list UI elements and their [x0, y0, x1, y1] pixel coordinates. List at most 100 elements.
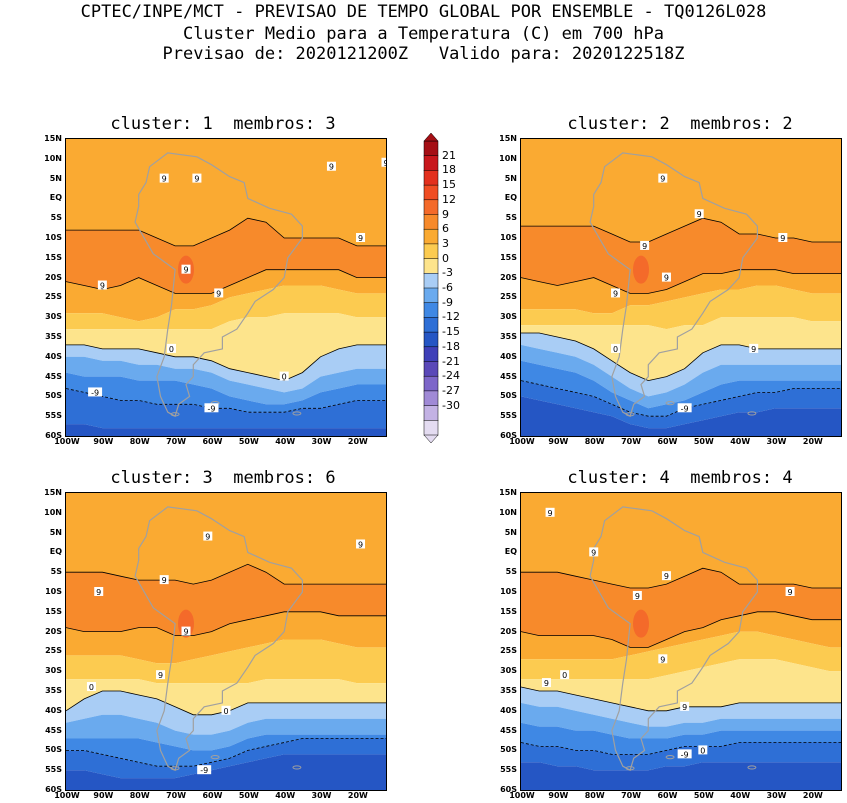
lat-tick-label: 30S [500, 312, 517, 322]
colorbar-label: -3 [442, 266, 453, 280]
lon-tick-label: 100W [509, 791, 535, 800]
temperature-band [66, 139, 386, 246]
contour-label: 9 [159, 173, 169, 184]
contour-label: 9 [541, 678, 551, 688]
lat-tick-label: 60S [500, 431, 517, 440]
colorbar-swatch [423, 375, 439, 392]
colorbar-swatch [423, 184, 439, 201]
svg-text:9: 9 [162, 175, 167, 184]
lat-tick-label: 55S [45, 765, 62, 775]
lon-tick-label: 50W [693, 437, 714, 446]
lat-tick-label: 25S [500, 292, 517, 302]
temperature-band [521, 493, 841, 588]
colorbar [423, 133, 439, 443]
svg-text:9: 9 [358, 234, 363, 243]
temperature-band [521, 396, 841, 436]
svg-text:0: 0 [89, 683, 94, 692]
lon-tick-label: 60W [657, 437, 678, 446]
contour-label: 0 [86, 682, 96, 692]
contour-label: -9 [677, 403, 692, 413]
lon-tick-label: 30W [766, 791, 787, 800]
lat-tick-label: 15S [45, 252, 62, 262]
colorbar-label: -9 [442, 295, 453, 309]
lon-tick-label: 80W [584, 791, 605, 800]
contour-line [66, 217, 386, 247]
lat-tick-label: 35S [500, 332, 517, 341]
lat-tick-label: 10N [499, 507, 517, 517]
svg-text:9: 9 [216, 289, 221, 298]
lat-tick-label: 45S [45, 725, 62, 735]
svg-text:9: 9 [205, 533, 210, 542]
lon-tick-label: 70W [621, 791, 642, 800]
temperature-band [66, 285, 386, 330]
colorbar-swatch [423, 258, 439, 274]
lon-tick-label: 90W [548, 791, 569, 800]
contour-label: 9 [661, 272, 671, 283]
colorbar-label: 21 [442, 148, 456, 162]
contour-label: 9 [680, 701, 690, 712]
temperature-band [66, 344, 386, 393]
island-outline [210, 755, 220, 760]
temperature-band [66, 269, 386, 322]
svg-text:9: 9 [660, 655, 665, 664]
svg-text:9: 9 [697, 210, 702, 219]
contour-label: 0 [698, 745, 708, 755]
lat-tick-label: 25S [45, 292, 62, 302]
contour-label: 9 [694, 209, 704, 219]
lat-tick-label: 5S [50, 567, 62, 577]
temperature-band [66, 679, 386, 715]
lon-tick-label: 60W [202, 791, 223, 800]
contour-label: -9 [197, 765, 212, 775]
lon-tick-label: 80W [584, 437, 605, 446]
contour-line [66, 388, 386, 413]
temperature-band [521, 344, 841, 409]
svg-text:9: 9 [183, 628, 188, 637]
temperature-band [521, 218, 841, 294]
contour-label: 9 [658, 173, 668, 184]
temperature-band [66, 714, 386, 751]
temperature-band [66, 639, 386, 684]
continent-outline [589, 152, 758, 418]
colorbar-swatch [423, 155, 439, 171]
temperature-band [521, 659, 841, 711]
svg-text:9: 9 [664, 274, 669, 283]
contour-label: -9 [88, 387, 103, 397]
temperature-band [66, 754, 386, 790]
svg-text:9: 9 [660, 175, 665, 184]
island-outline [665, 401, 675, 406]
contour-label: 9 [785, 587, 795, 597]
colorbar-label: -27 [442, 383, 460, 397]
lon-tick-label: 20W [802, 791, 823, 800]
svg-text:9: 9 [751, 345, 756, 354]
lon-tick-label: 100W [54, 437, 80, 446]
lat-tick-label: 10S [500, 587, 517, 596]
colorbar-label: -6 [442, 281, 453, 294]
svg-text:9: 9 [664, 572, 669, 581]
colorbar-label: 12 [442, 192, 456, 206]
lat-tick-label: EQ [504, 193, 517, 203]
colorbar-label: -30 [442, 398, 460, 412]
lat-tick-label: 30S [500, 666, 517, 676]
contour-label: 9 [214, 288, 224, 298]
contour-label: 9 [181, 264, 191, 275]
svg-text:9: 9 [358, 540, 363, 549]
contour-label: -9 [204, 403, 219, 413]
lat-tick-label: 45S [45, 371, 62, 381]
temperature-band [66, 313, 386, 381]
lon-tick-label: 70W [166, 791, 187, 800]
temperature-band [66, 734, 386, 767]
contour-label: 9 [778, 233, 788, 243]
contour-label: 9 [192, 173, 202, 184]
svg-text:-9: -9 [200, 766, 208, 775]
colorbar-arrow-bottom [423, 434, 439, 443]
contour-label: 9 [661, 571, 671, 581]
temperature-band [521, 317, 841, 381]
lat-tick-label: EQ [504, 547, 517, 557]
colorbar-label: 6 [442, 222, 449, 236]
lon-tick-label: 100W [54, 791, 80, 800]
lon-tick-label: 80W [129, 791, 150, 800]
continent-outline [134, 506, 303, 772]
temperature-band [66, 218, 386, 294]
svg-text:9: 9 [635, 592, 640, 601]
colorbar-swatch [423, 214, 439, 230]
